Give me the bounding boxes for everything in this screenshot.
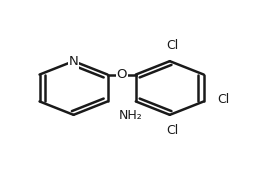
Text: Cl: Cl <box>166 124 178 137</box>
Text: Cl: Cl <box>218 93 230 106</box>
Text: Cl: Cl <box>166 39 178 52</box>
Text: O: O <box>116 68 127 81</box>
Text: N: N <box>69 55 78 68</box>
Text: NH₂: NH₂ <box>119 109 143 122</box>
